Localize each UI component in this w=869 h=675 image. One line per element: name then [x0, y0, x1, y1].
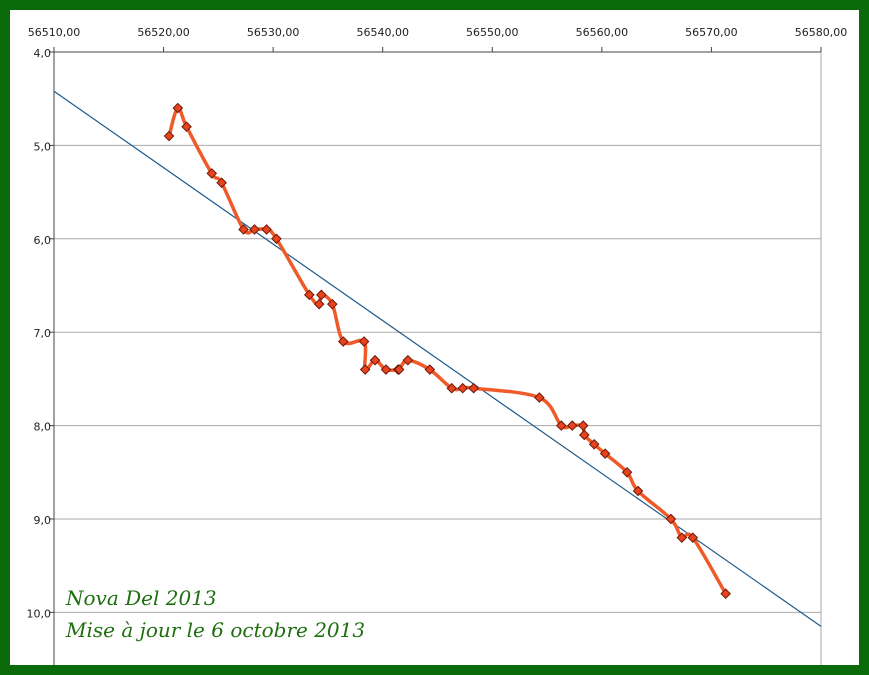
data-point — [534, 392, 545, 403]
data-point — [216, 177, 227, 189]
data-point — [303, 289, 315, 301]
data-point — [359, 364, 371, 375]
data-point — [632, 485, 644, 497]
data-point — [446, 382, 458, 394]
y-tick-label: 6,0 — [34, 234, 52, 247]
data-point — [337, 336, 349, 347]
x-tick-label: 56510,00 — [28, 26, 81, 39]
data-point — [380, 364, 392, 375]
data-point — [369, 354, 381, 366]
data-point — [316, 289, 327, 301]
x-tick-label: 56570,00 — [685, 26, 738, 39]
series-group — [163, 102, 731, 600]
data-point — [206, 168, 218, 179]
data-point — [163, 130, 175, 142]
data-point — [271, 233, 282, 245]
data-point — [588, 438, 600, 450]
data-point — [665, 513, 677, 525]
caption-update: Mise à jour le 6 octobre 2013 — [66, 618, 366, 642]
grid-lines — [54, 144, 821, 613]
data-point — [720, 588, 731, 600]
data-point — [424, 364, 436, 375]
y-tick-label: 4,0 — [34, 47, 52, 60]
y-tick-label: 7,0 — [34, 327, 52, 340]
x-tick-label: 56540,00 — [356, 26, 409, 39]
tick-labels: 4,0 5,0 6,0 7,0 8,0 9,0 10,0 56510,00 56520,00 56… — [27, 26, 848, 620]
y-tick-label: 8,0 — [34, 421, 52, 434]
trend-line — [53, 90, 822, 627]
data-point — [556, 420, 567, 431]
x-tick-label: 56550,00 — [466, 26, 519, 39]
x-tick-label: 56520,00 — [137, 26, 190, 39]
chart-frame: 4,0 5,0 6,0 7,0 8,0 9,0 10,0 56510,00 56520,00 56… — [10, 10, 859, 665]
data-point — [566, 420, 578, 431]
x-tick-label: 56580,00 — [795, 26, 848, 39]
data-point — [468, 382, 479, 394]
data-point — [402, 354, 414, 366]
series-line — [167, 106, 728, 596]
data-point — [599, 448, 611, 459]
data-point — [249, 224, 260, 235]
data-point — [327, 298, 338, 310]
data-point — [676, 532, 688, 543]
data-point — [238, 224, 249, 235]
y-tick-label: 9,0 — [34, 514, 52, 527]
data-point — [172, 102, 184, 114]
data-point — [687, 532, 699, 543]
trend-line-group — [53, 90, 822, 627]
x-tick-label: 56530,00 — [247, 26, 300, 39]
data-point — [621, 466, 633, 478]
data-point — [393, 364, 405, 375]
data-point — [457, 382, 469, 394]
y-tick-label: 10,0 — [27, 607, 52, 620]
caption-title: Nova Del 2013 — [66, 586, 217, 610]
y-tick-label: 5,0 — [34, 140, 52, 153]
data-point — [579, 429, 590, 441]
light-curve-chart: 4,0 5,0 6,0 7,0 8,0 9,0 10,0 56510,00 56520,00 56… — [27, 26, 848, 665]
data-point — [313, 298, 325, 310]
x-tick-label: 56560,00 — [576, 26, 629, 39]
data-point — [181, 121, 192, 133]
data-point — [261, 224, 272, 235]
data-point — [577, 420, 589, 431]
data-point — [358, 336, 370, 347]
axes — [49, 47, 822, 665]
